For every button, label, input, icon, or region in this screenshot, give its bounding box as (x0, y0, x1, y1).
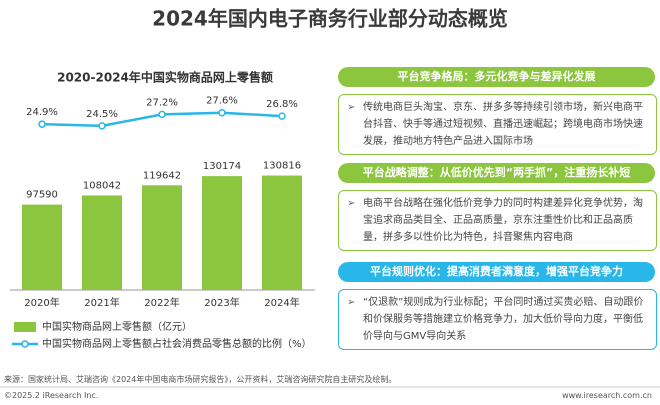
bullet: ➢ (347, 198, 356, 209)
bullet: ➢ (347, 102, 356, 113)
chart-title: 2020-2024年中国实物商品网上零售额 (57, 70, 273, 85)
source: 来源：国家统计局、艾瑞咨询《2024年中国电商市场研究报告》，公开资料，艾瑞咨询… (4, 375, 397, 384)
line-label: 26.8% (266, 99, 298, 110)
section-box: ➢ 传统电商巨头淘宝、京东、拼多多等持续引领市场，新兴电商平台抖音、快手等通过短视… (338, 94, 657, 155)
bar (82, 195, 122, 290)
bar-label: 97590 (26, 190, 58, 201)
x-tick-label: 2020年 (24, 296, 59, 309)
section-text: “仅退款”规则成为行业标配；平台同时通过买贵必赔、自动跟价和价保服务等措施建立价… (363, 297, 644, 342)
line-point (38, 120, 46, 128)
line-label: 27.6% (206, 96, 238, 107)
bullet: ➢ (347, 297, 356, 308)
legend-label: 中国实物商品网上零售额（亿元） (42, 320, 192, 333)
bar-label: 108042 (83, 180, 121, 191)
section-text: 传统电商巨头淘宝、京东、拼多多等持续引领市场，新兴电商平台抖音、快手等通过短视频… (363, 102, 643, 147)
bar (142, 185, 182, 290)
bar-label: 130816 (263, 161, 301, 172)
x-tick-label: 2023年 (204, 296, 239, 309)
bar-label: 130174 (203, 161, 241, 172)
page-title: 2024年国内电子商务行业部分动态概览 (152, 7, 508, 31)
section-box: ➢ “仅退款”规则成为行业标配；平台同时通过买贵必赔、自动跟价和价保服务等措施建立… (338, 289, 657, 350)
x-tick-label: 2024年 (264, 296, 299, 309)
legend-swatch (14, 322, 36, 332)
section-header: 平台规则优化：提高消费者满意度，增强平台竞争力 (338, 262, 655, 282)
section-header: 平台竞争格局：多元化竞争与差异化发展 (338, 67, 655, 87)
line-point (278, 112, 286, 120)
line-point (98, 122, 106, 130)
bar (202, 176, 242, 290)
bar-label: 119642 (143, 170, 181, 181)
line-label: 24.9% (26, 107, 58, 118)
legend-swatch (21, 340, 29, 348)
bar (262, 175, 302, 290)
section-box: ➢ 电商平台战略在强化低价竞争力的同时构建差异化竞争优势，淘宝追求商品类目全、正品… (338, 190, 657, 251)
section-text: 电商平台战略在强化低价竞争力的同时构建差异化竞争优势，淘宝追求商品类目全、正品高… (363, 198, 643, 243)
line-label: 24.5% (86, 109, 118, 120)
legend-label: 中国实物商品网上零售额占社会消费品零售总额的比例（%） (42, 337, 312, 350)
line-point (218, 108, 226, 117)
bar (22, 204, 62, 290)
x-tick-label: 2022年 (144, 296, 179, 309)
line-point (158, 110, 166, 119)
url: www.iresearch.com.cn (562, 391, 652, 400)
x-tick-label: 2021年 (84, 296, 119, 309)
section-header: 平台战略调整：从低价优先到“两手抓”，注重扬长补短 (338, 163, 655, 183)
line-label: 27.2% (146, 97, 178, 108)
copyright: ©2025.2 iResearch Inc. (4, 391, 99, 400)
